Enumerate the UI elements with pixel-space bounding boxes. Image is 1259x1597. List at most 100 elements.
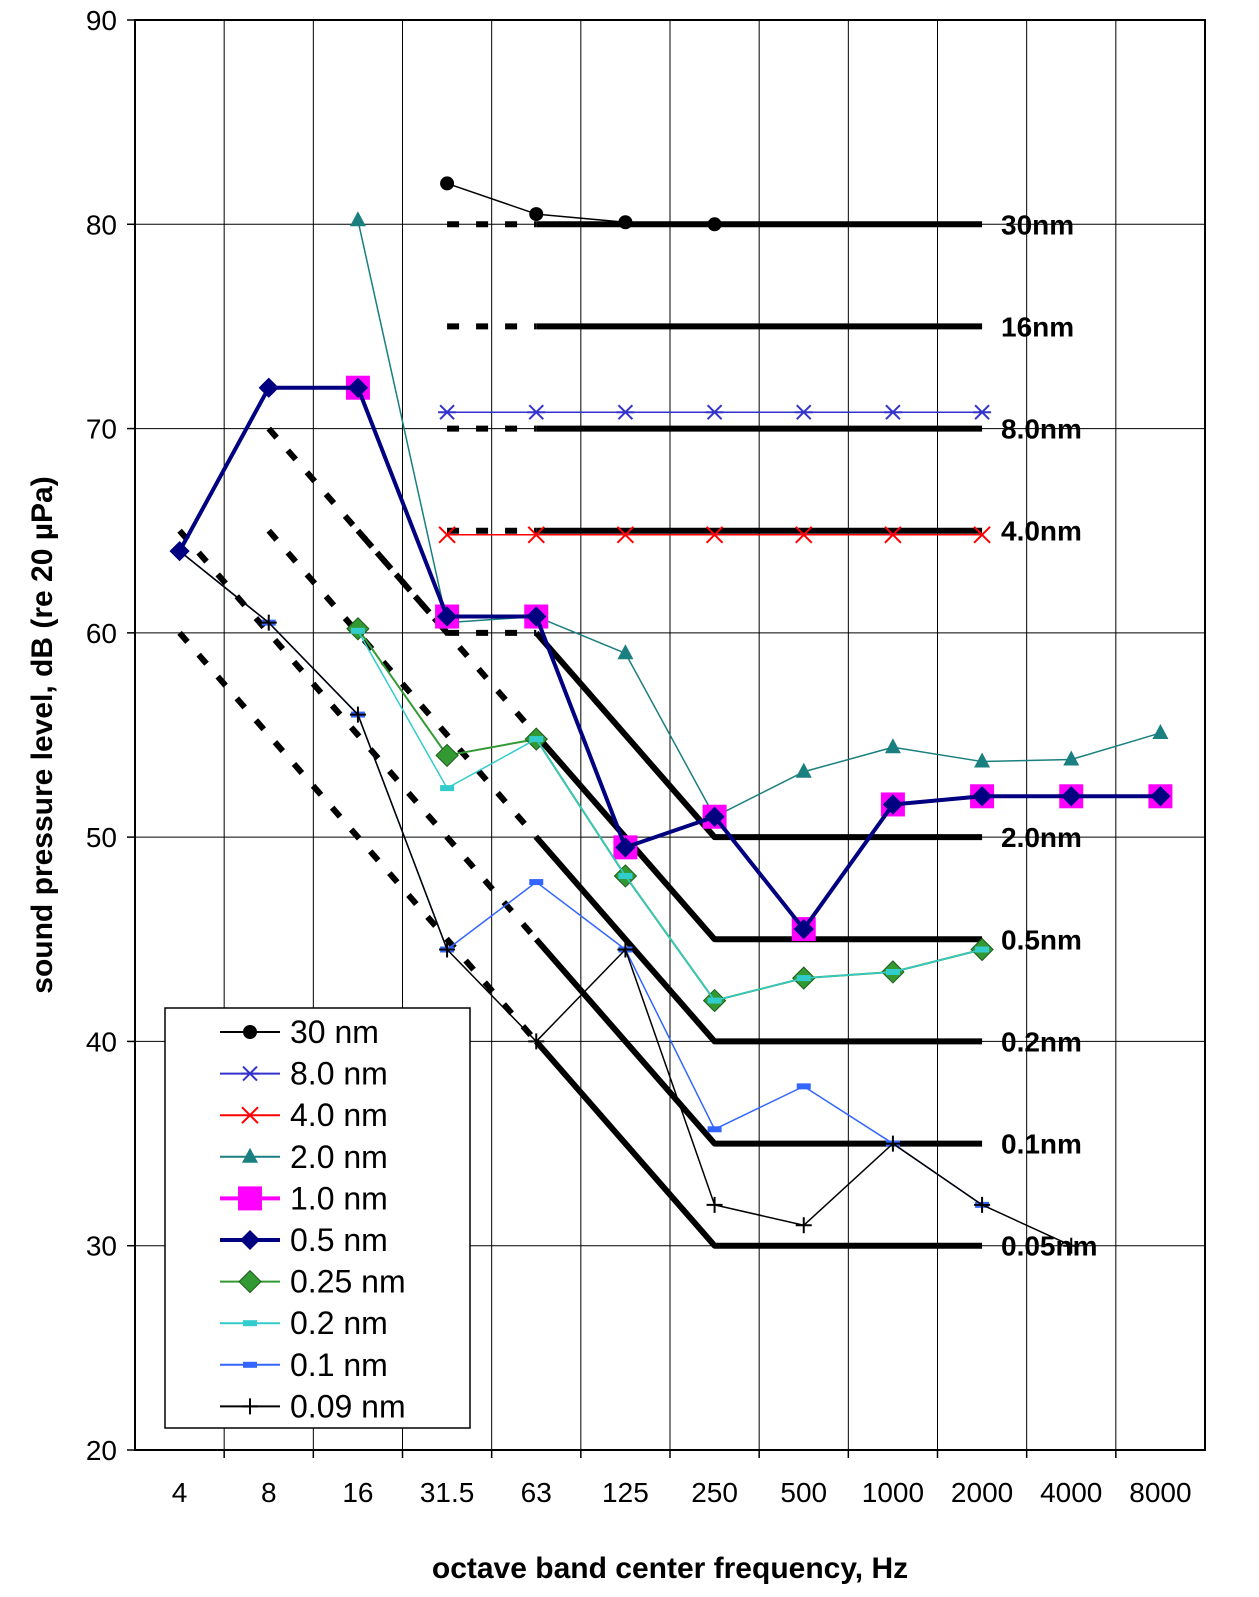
x-tick-label: 250	[691, 1477, 738, 1508]
y-tick-label: 50	[86, 822, 117, 853]
data-point-plus	[349, 706, 366, 723]
reference-curve-label: 0.2nm	[1001, 1026, 1082, 1057]
series-0-5-nm-top-markers	[169, 377, 1171, 940]
reference-curve-label: 2.0nm	[1001, 822, 1082, 853]
data-point-circle	[707, 217, 722, 232]
data-point-dash	[796, 1083, 811, 1090]
data-point-triangle	[884, 738, 901, 754]
data-point-diamond	[615, 837, 636, 858]
series-8-0-nm	[438, 404, 992, 420]
x-tick-label: 8	[261, 1477, 277, 1508]
data-point-star	[241, 1065, 259, 1082]
series-line	[446, 182, 715, 226]
data-point-dash	[440, 785, 455, 792]
data-point-plus	[974, 1196, 991, 1213]
data-point-diamond	[435, 743, 459, 768]
y-tick-label: 80	[86, 209, 117, 240]
x-tick-label: 1000	[862, 1477, 924, 1508]
data-point-diamond	[1061, 786, 1082, 807]
y-tick-label: 30	[86, 1231, 117, 1262]
data-point-square	[238, 1186, 262, 1211]
data-point-dash	[529, 879, 544, 886]
data-point-triangle	[617, 644, 634, 660]
data-point-plus	[260, 614, 277, 631]
dotted-guide-line	[177, 630, 539, 1044]
data-point-diamond	[882, 794, 903, 815]
data-point-diamond	[1150, 786, 1171, 807]
data-point-x	[884, 526, 902, 544]
y-tick-label: 40	[86, 1026, 117, 1057]
x-tick-label: 63	[521, 1477, 552, 1508]
data-point-x	[438, 526, 456, 544]
data-point-x	[527, 526, 545, 544]
y-tick-label: 20	[86, 1435, 117, 1466]
y-axis-title: sound pressure level, dB (re 20 µPa)	[26, 476, 59, 993]
data-point-circle	[440, 176, 455, 191]
data-point-dash	[707, 997, 722, 1004]
data-point-diamond	[169, 541, 190, 562]
series-group	[169, 176, 1173, 1254]
legend-box	[164, 1007, 471, 1429]
series-line	[357, 220, 1161, 818]
legend-label: 0.09 nm	[290, 1388, 406, 1424]
data-point-diamond	[972, 786, 993, 807]
data-point-circle	[529, 207, 544, 222]
legend-label: 8.0 nm	[290, 1056, 388, 1092]
series-0-2-nm	[350, 627, 990, 1004]
reference-curve-label: 16nm	[1001, 311, 1074, 342]
data-point-x	[616, 526, 635, 544]
data-point-x	[795, 526, 813, 544]
data-point-plus	[795, 1217, 812, 1234]
series-30-nm	[440, 176, 722, 232]
data-point-star	[616, 404, 635, 420]
x-axis-title: octave band center frequency, Hz	[432, 1552, 908, 1585]
data-point-plus	[242, 1398, 258, 1415]
series-4-0-nm	[438, 526, 991, 544]
legend-label: 2.0 nm	[290, 1139, 388, 1175]
x-tick-label: 31.5	[420, 1477, 475, 1508]
data-point-diamond	[238, 1269, 262, 1294]
legend-label: 0.1 nm	[290, 1347, 388, 1383]
y-tick-label: 70	[86, 414, 117, 445]
data-point-plus	[617, 941, 634, 958]
data-point-dash	[350, 627, 365, 634]
reference-curve-line	[533, 835, 983, 1045]
data-point-diamond	[704, 806, 725, 827]
y-tick-label: 60	[86, 618, 117, 649]
data-point-plus	[706, 1196, 723, 1213]
data-point-plus	[528, 1033, 545, 1050]
data-point-triangle	[1152, 723, 1169, 739]
data-point-star	[527, 404, 546, 420]
reference-curve-label: 30nm	[1001, 209, 1074, 240]
x-tick-label: 4000	[1040, 1477, 1102, 1508]
series-line	[357, 630, 983, 1002]
reference-curve-line	[533, 1039, 983, 1249]
data-point-dash	[885, 968, 900, 975]
data-point-dash	[796, 975, 811, 982]
data-point-triangle	[974, 752, 991, 768]
reference-curve-label: 0.1nm	[1001, 1129, 1082, 1160]
data-point-x	[973, 526, 991, 544]
data-point-diamond	[793, 919, 814, 940]
data-point-dash	[243, 1320, 257, 1327]
x-tick-label: 4	[172, 1477, 188, 1508]
legend-label: 0.5 nm	[290, 1222, 388, 1258]
axes: 20 30 40 50 60 70 80 90 4 8 16 31.5 63 125 250 500 1000 2…	[86, 5, 1192, 1508]
legend-label: 30 nm	[290, 1014, 379, 1050]
data-point-diamond	[240, 1230, 260, 1250]
reference-curve-line	[533, 630, 983, 841]
data-point-dash	[707, 1126, 722, 1133]
data-point-triangle	[349, 211, 366, 227]
data-point-star	[973, 404, 992, 420]
data-point-diamond	[258, 377, 279, 398]
data-point-triangle	[242, 1147, 258, 1163]
series-line	[177, 385, 1161, 932]
data-point-dash	[243, 1361, 257, 1368]
reference-curve-label: 4.0nm	[1001, 516, 1082, 547]
data-point-star	[705, 404, 724, 420]
data-point-circle	[243, 1025, 257, 1039]
dotted-guide-line	[355, 528, 450, 635]
legend-label: 4.0 nm	[290, 1097, 388, 1133]
x-tick-label: 16	[342, 1477, 373, 1508]
